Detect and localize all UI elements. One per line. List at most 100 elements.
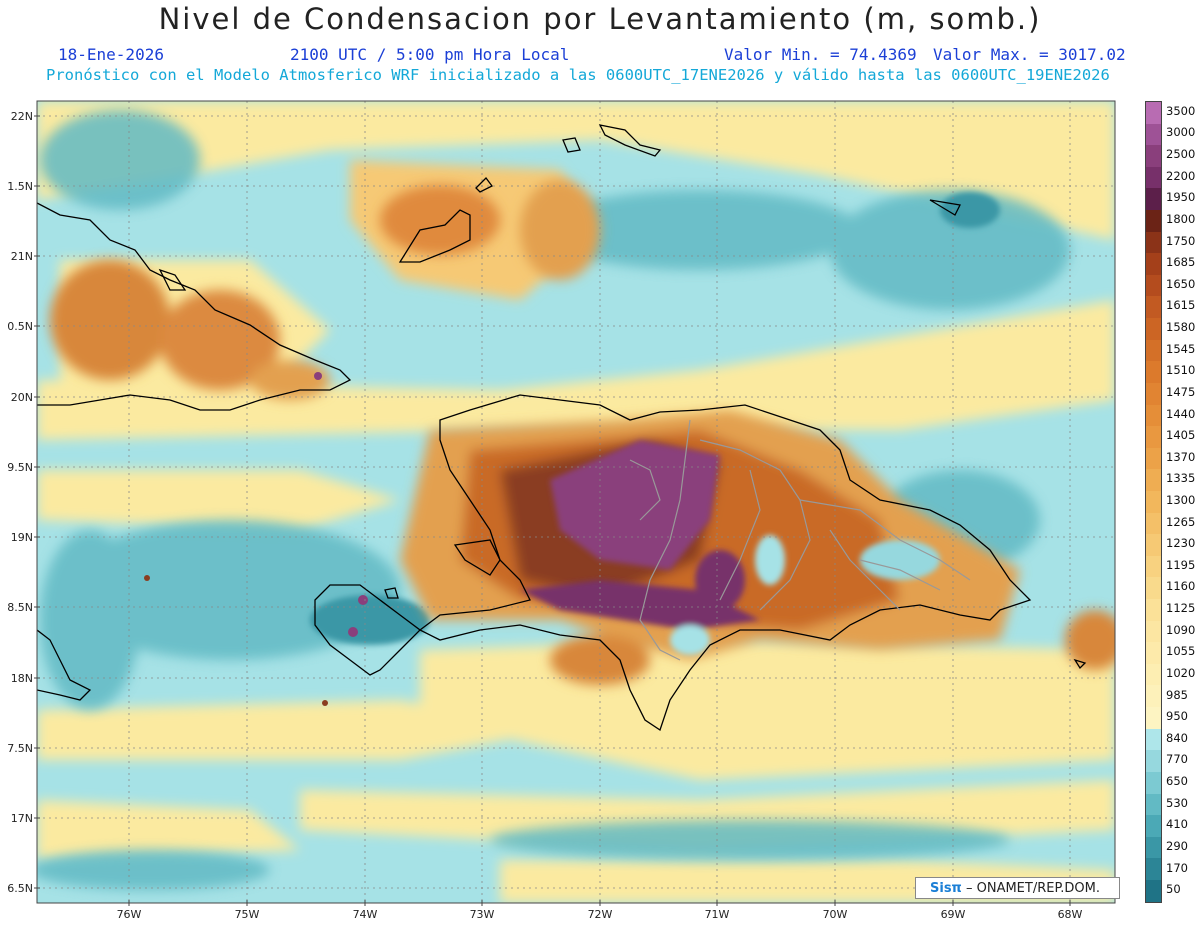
- colorbar-swatch: [1146, 771, 1161, 794]
- max-value: Valor Max. = 3017.02: [933, 45, 1126, 64]
- credit-text: – ONAMET/REP.DOM.: [965, 881, 1101, 896]
- lon-label: 76W: [117, 908, 142, 921]
- colorbar-label: 1160: [1166, 579, 1196, 594]
- colorbar-swatch: [1146, 534, 1161, 556]
- colorbar-swatch: [1146, 620, 1161, 643]
- lon-label: 68W: [1058, 908, 1083, 921]
- colorbar-swatch: [1146, 512, 1161, 535]
- colorbar-swatch: [1146, 123, 1161, 146]
- colorbar-swatch: [1146, 253, 1161, 275]
- colorbar-label: 170: [1166, 860, 1188, 875]
- colorbar-swatch: [1146, 145, 1161, 167]
- lcl-shading: [37, 101, 1115, 903]
- colorbar-swatch: [1146, 361, 1161, 383]
- colorbar-swatch: [1146, 404, 1161, 427]
- colorbar-label: 1510: [1166, 363, 1196, 378]
- colorbar-swatch: [1146, 296, 1161, 319]
- colorbar-label: 2200: [1166, 168, 1196, 183]
- lon-label: 74W: [353, 908, 378, 921]
- lat-label: 19N: [11, 531, 33, 544]
- colorbar-label: 1475: [1166, 384, 1196, 399]
- lat-label: 6.5N: [7, 882, 33, 895]
- colorbar-label: 1125: [1166, 601, 1196, 616]
- colorbar-swatch: [1146, 555, 1161, 578]
- credit-badge: Sisπ – ONAMET/REP.DOM.: [915, 877, 1120, 899]
- colorbar-swatch: [1146, 750, 1161, 772]
- lat-label: 21N: [11, 250, 33, 263]
- colorbar-label: 1300: [1166, 493, 1196, 507]
- colorbar-swatch: [1146, 728, 1161, 751]
- colorbar-label: 1685: [1166, 255, 1196, 270]
- colorbar-label: 1090: [1166, 622, 1196, 637]
- colorbar-label: 650: [1166, 774, 1188, 789]
- sispi-logo: Sisπ: [930, 881, 962, 896]
- colorbar-label: 1405: [1166, 428, 1196, 443]
- lat-label: 22N: [11, 110, 33, 123]
- lat-label: 17N: [11, 812, 33, 825]
- lon-label: 71W: [705, 908, 730, 921]
- lat-label: 7.5N: [7, 742, 33, 755]
- colorbar-swatch: [1146, 642, 1161, 664]
- colorbar-label: 1195: [1166, 557, 1196, 572]
- colorbar-swatch: [1146, 663, 1161, 686]
- colorbar-swatch: [1146, 599, 1161, 621]
- colorbar-label: 2500: [1166, 147, 1196, 162]
- colorbar-label: 770: [1166, 752, 1188, 767]
- colorbar-label: 950: [1166, 709, 1188, 724]
- colorbar-swatch: [1146, 274, 1161, 297]
- colorbar-swatch: [1146, 339, 1161, 362]
- colorbar-label: 290: [1166, 838, 1188, 853]
- colorbar-label: 1580: [1166, 320, 1196, 335]
- colorbar-label: 1800: [1166, 211, 1196, 226]
- colorbar-swatch: [1146, 707, 1161, 729]
- colorbar-label: 3000: [1166, 125, 1196, 140]
- colorbar-label: 530: [1166, 795, 1188, 810]
- colorbar-label: 1335: [1166, 471, 1196, 486]
- colorbar-swatch: [1146, 469, 1161, 491]
- time-label: 2100 UTC / 5:00 pm Hora Local: [290, 45, 570, 64]
- lon-label: 70W: [823, 908, 848, 921]
- lat-label: 20N: [11, 391, 33, 404]
- date-label: 18-Ene-2026: [58, 45, 164, 64]
- colorbar-label: 50: [1166, 882, 1181, 897]
- colorbar-label: 985: [1166, 687, 1188, 702]
- colorbar-swatch: [1146, 166, 1161, 189]
- colorbar-swatch: [1146, 577, 1161, 600]
- lat-label: 1.5N: [7, 180, 33, 193]
- colorbar-label: 1265: [1166, 514, 1196, 529]
- colorbar-swatch: [1146, 210, 1161, 232]
- colorbar-swatch: [1146, 879, 1161, 902]
- colorbar-label: 840: [1166, 730, 1188, 745]
- lat-label: 0.5N: [7, 320, 33, 333]
- colorbar-swatch: [1146, 815, 1161, 837]
- colorbar-swatch: [1146, 231, 1161, 254]
- colorbar-label: 1440: [1166, 406, 1196, 421]
- model-info: Pronóstico con el Modelo Atmosferico WRF…: [46, 66, 1110, 84]
- lon-label: 73W: [470, 908, 495, 921]
- colorbar-swatch: [1146, 188, 1161, 211]
- colorbar-label: 1615: [1166, 298, 1196, 313]
- lat-axis: 22N 1.5N 21N 0.5N 20N 9.5N 19N 8.5N 18N 7.5N 17N 6.…: [7, 110, 40, 895]
- colorbar-swatch: [1146, 382, 1161, 405]
- colorbar: [1145, 101, 1162, 903]
- colorbar-swatch: [1146, 102, 1161, 124]
- colorbar-label: 1055: [1166, 644, 1196, 659]
- colorbar-label: 1545: [1166, 341, 1196, 356]
- colorbar-label: 3500: [1166, 103, 1196, 118]
- colorbar-swatch: [1146, 490, 1161, 513]
- min-value: Valor Min. = 74.4369: [724, 45, 917, 64]
- lat-label: 8.5N: [7, 601, 33, 614]
- colorbar-label: 1230: [1166, 536, 1196, 551]
- lon-axis: 76W 75W 74W 73W 72W 71W 70W 69W 68W: [117, 900, 1083, 921]
- colorbar-swatch: [1146, 685, 1161, 708]
- colorbar-label: 1650: [1166, 276, 1196, 291]
- colorbar-swatch: [1146, 858, 1161, 880]
- lon-label: 72W: [588, 908, 613, 921]
- map-title: Nivel de Condensacion por Levantamiento …: [158, 2, 1042, 36]
- colorbar-label: 1020: [1166, 665, 1196, 680]
- colorbar-swatch: [1146, 318, 1161, 340]
- colorbar-label: 410: [1166, 817, 1188, 832]
- colorbar-swatch: [1146, 447, 1161, 470]
- colorbar-label: 1370: [1166, 449, 1196, 464]
